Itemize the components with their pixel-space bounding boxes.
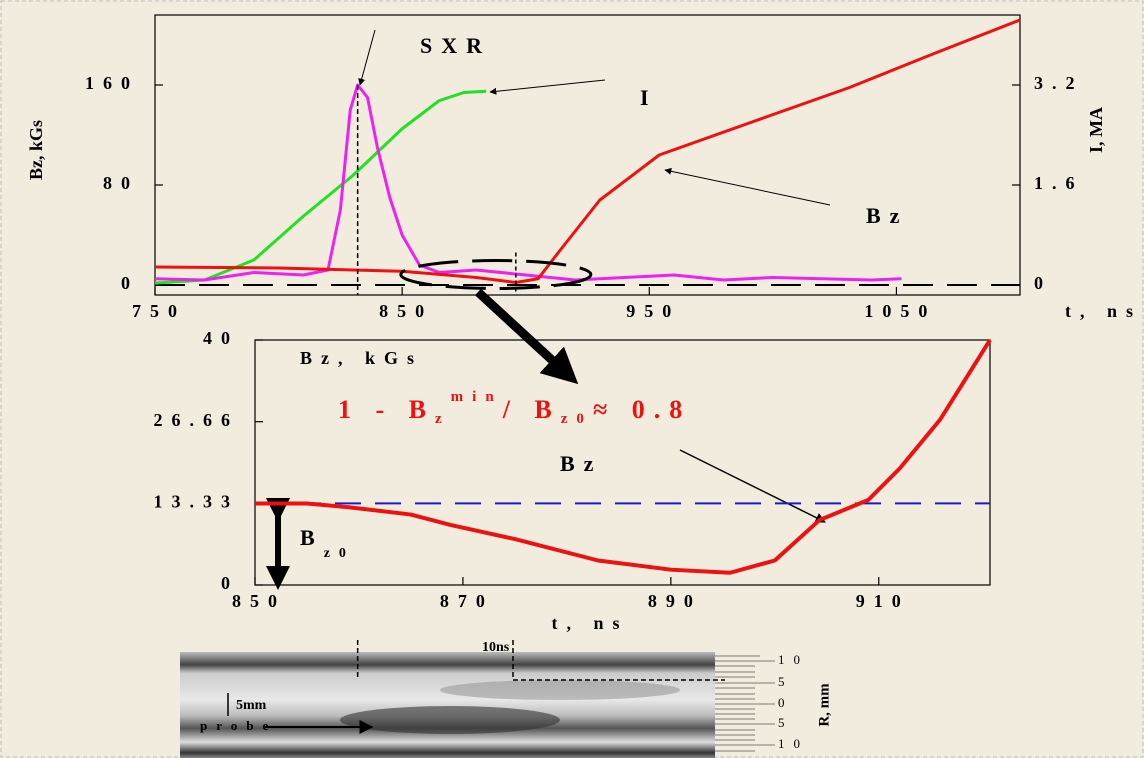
bz-arrow-bottom [679,449,826,523]
r-tick-label: 5 [778,674,785,689]
series-line [154,89,487,285]
reference-label: Bz0 [300,525,355,561]
sxr-arrow [358,29,376,86]
scale-label: 5mm [236,698,267,713]
plot-area-bottom [254,339,991,586]
y-axis-label: Bz, kGs [26,120,46,180]
text-part: min [451,389,503,405]
x-tick-label: 850 [379,301,433,321]
probe-label: probe [200,718,277,733]
i-arrow [489,79,606,95]
series-label: Bz [866,203,908,228]
text-part: / B [502,395,561,424]
x-tick-label: 950 [626,301,680,321]
series-line [154,18,1021,284]
plot-area-top [154,14,1021,296]
series-line [154,83,902,282]
streak-image: 10ns 5mm probe 10 5 0 5 10 R, mm [180,640,832,758]
x-tick-label: 850 [232,591,286,611]
text-part: B [300,525,324,550]
series-label: Bz [560,451,602,476]
text-part: ≈ 0.8 [593,395,691,424]
text-part: z [435,411,451,427]
minimum-ellipse [399,259,593,290]
text-part: 1 - B [338,395,435,424]
y-tick-label: 160 [85,73,139,93]
series-label: SXR [420,33,491,58]
time-label: 10ns [482,640,510,655]
y-tick-label: 80 [103,173,139,193]
y-tick-label: 26.66 [154,410,240,430]
formula: 1 - Bzmin/ Bz0≈ 0.8 [338,389,691,427]
y-tick-label: 40 [203,328,239,348]
y2-tick-label: 3.2 [1034,73,1084,93]
x-tick-label: 890 [648,591,702,611]
series-label: I [640,85,649,110]
y-axis-label: Bz, kGs [300,348,423,368]
y2-axis-label: I, MA [1086,107,1106,153]
text-part: z0 [561,411,593,427]
y-tick-label: 0 [221,573,239,593]
x-axis-label: t, ns [1065,301,1142,321]
y2-tick-label: 1.6 [1034,173,1084,193]
r-tick-label: 5 [778,715,785,730]
x-tick-label: 870 [440,591,494,611]
y-tick-label: 0 [121,273,139,293]
r-tick-label: 0 [778,695,785,710]
x-axis-label: t, ns [551,613,628,633]
r-tick-label: 10 [778,736,809,751]
y2-tick-label: 0 [1034,273,1052,293]
series-line [255,338,992,575]
x-tick-label: 1050 [864,301,936,321]
bz-arrow [664,167,831,206]
text-part: z0 [324,546,355,561]
zoom-arrow [474,288,579,385]
r-tick-label: 10 [778,652,809,667]
x-tick-label: 750 [132,301,186,321]
r-axis-label: R, mm [816,683,832,727]
x-tick-label: 910 [856,591,910,611]
y-tick-label: 13.33 [154,491,240,511]
